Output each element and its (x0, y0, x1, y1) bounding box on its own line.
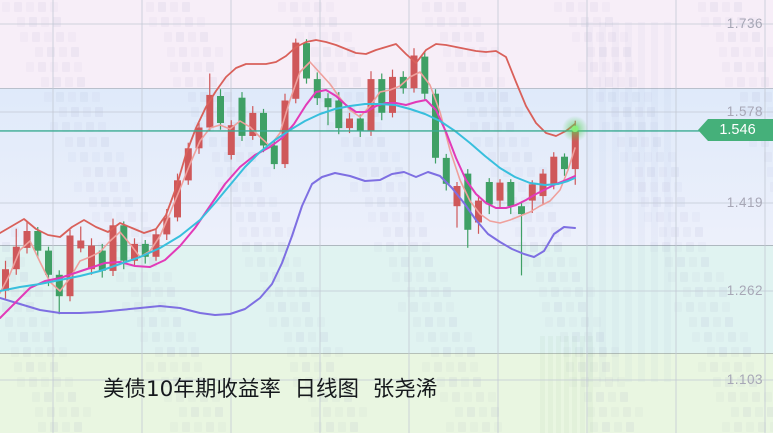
price-zone-mid (0, 245, 773, 354)
y-axis-label: 1.103 (726, 372, 763, 387)
price-zone-upper (0, 0, 773, 88)
current-price-tag: 1.546 (698, 119, 773, 141)
y-axis-label: 1.736 (726, 16, 763, 31)
y-axis-label: 1.419 (726, 195, 763, 210)
price-zone-low (0, 353, 773, 433)
y-axis-label: 1.578 (726, 104, 763, 119)
price-zone-high (0, 88, 773, 246)
y-axis-label: 1.262 (726, 283, 763, 298)
chart-caption: 美债10年期收益率 日线图 张尧浠 (103, 377, 438, 402)
